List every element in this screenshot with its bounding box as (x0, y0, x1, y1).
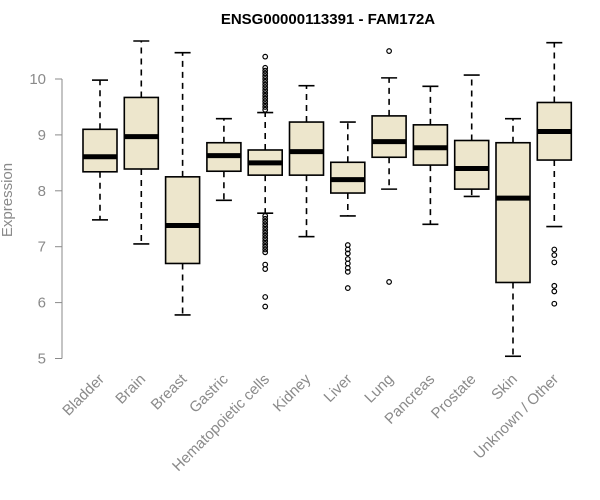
outlier-point (262, 235, 269, 242)
outlier-point (262, 73, 269, 80)
x-tick-label: Skin (488, 371, 521, 404)
outlier-point (262, 218, 269, 225)
box (82, 128, 118, 173)
y-tick-label: 8 (38, 183, 46, 200)
outlier-point (262, 90, 269, 96)
box-series (82, 40, 573, 358)
outlier-point (262, 78, 269, 85)
y-tick-label: 10 (29, 71, 46, 88)
outlier-point (262, 70, 269, 77)
outlier-point (262, 67, 269, 74)
y-tick-label: 6 (38, 295, 46, 312)
box (453, 139, 490, 190)
y-axis: 5 6 7 8 9 10 (29, 71, 63, 368)
box-group (288, 84, 325, 238)
outlier-point (262, 213, 269, 219)
outlier-point (551, 288, 558, 295)
x-tick-label: Brain (112, 371, 149, 408)
outlier-point (262, 243, 269, 250)
outlier-point (262, 76, 269, 82)
outlier-point (344, 268, 351, 275)
outlier-point (551, 300, 558, 307)
outlier-point (262, 221, 269, 228)
outlier-point (262, 246, 269, 253)
chart-title: ENSG00000113391 - FAM172A (221, 11, 435, 28)
outlier-point (262, 95, 269, 102)
x-tick-label: Kidney (270, 370, 315, 415)
box-group (453, 74, 490, 198)
outlier-point (262, 87, 269, 94)
box (123, 96, 160, 170)
outlier-point (262, 64, 269, 71)
outlier-point (344, 285, 351, 291)
box-group (329, 121, 366, 291)
box-group (164, 51, 201, 316)
outlier-point (262, 294, 269, 300)
box-group (247, 53, 283, 310)
box-group (371, 48, 407, 285)
y-tick-label: 5 (38, 351, 46, 368)
x-tick-label: Bladder (59, 371, 108, 420)
box-group (495, 117, 531, 358)
outlier-point (386, 279, 393, 285)
y-tick-label: 9 (38, 127, 46, 144)
outlier-point (551, 282, 558, 289)
outlier-point (262, 106, 269, 113)
outlier-point (344, 256, 351, 262)
x-tick-label: Lung (361, 371, 397, 407)
y-tick-label: 7 (38, 239, 46, 256)
outlier-point (262, 241, 269, 247)
outlier-point (262, 249, 269, 256)
outlier-point (262, 224, 269, 231)
outlier-point (262, 261, 269, 268)
outlier-point (262, 232, 269, 239)
outlier-point (262, 98, 269, 105)
outlier-point (262, 101, 269, 108)
outlier-point (262, 53, 269, 60)
box (288, 121, 325, 176)
box-group (82, 79, 118, 221)
box-group (206, 117, 242, 202)
outlier-point (344, 250, 351, 257)
outlier-point (386, 48, 393, 54)
outlier-point (262, 229, 269, 236)
outlier-point (262, 92, 269, 99)
x-tick-label: Breast (148, 370, 191, 413)
outlier-point (262, 104, 269, 110)
x-tick-label: Prostate (428, 371, 480, 423)
outlier-point (344, 242, 351, 248)
outlier-point (551, 259, 558, 266)
outlier-point (262, 215, 269, 222)
x-tick-label: Liver (321, 371, 356, 406)
outlier-point (551, 246, 558, 253)
box-group (412, 85, 449, 226)
y-axis-label: Expression (0, 163, 16, 237)
box-group (123, 40, 160, 245)
outlier-point (262, 303, 269, 310)
box (495, 141, 531, 284)
outlier-point (262, 238, 269, 245)
box-group (536, 41, 573, 307)
box (412, 124, 449, 166)
outlier-point (551, 252, 558, 258)
outlier-point (262, 227, 269, 233)
outlier-point (262, 81, 269, 88)
outlier-point (262, 84, 269, 91)
box (164, 176, 201, 265)
box (371, 115, 407, 159)
